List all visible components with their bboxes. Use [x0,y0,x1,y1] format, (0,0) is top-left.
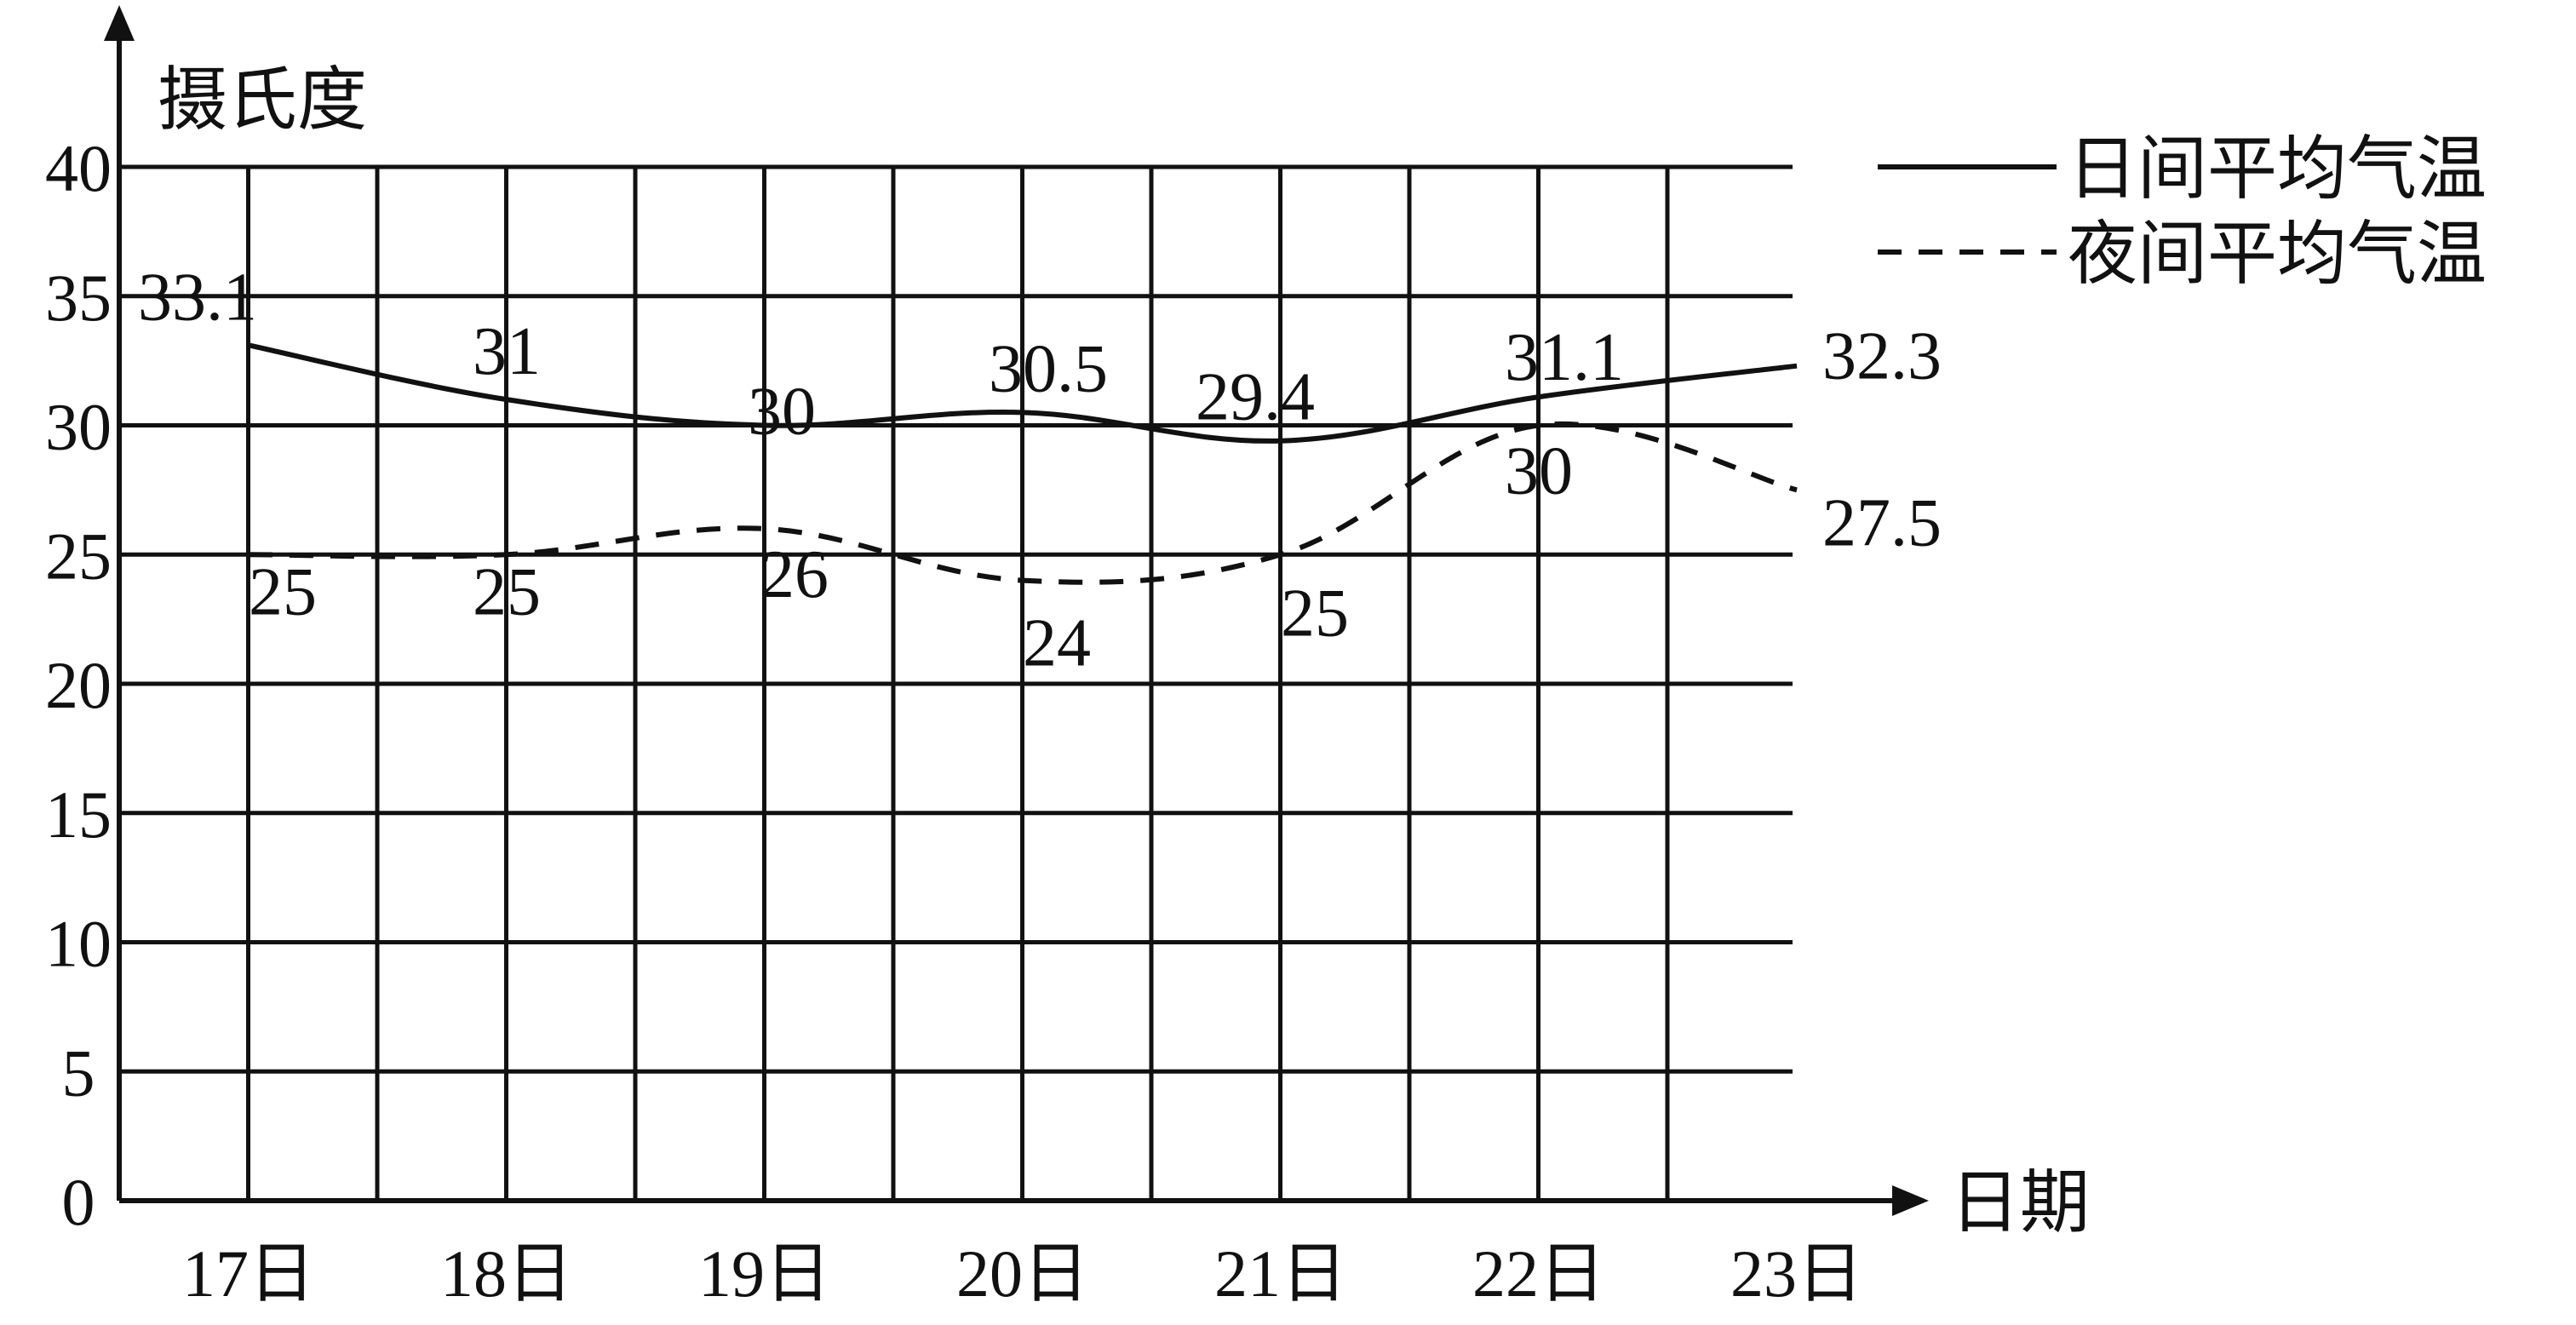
x-tick-label: 21日 [1214,1236,1347,1311]
data-label-day: 29.4 [1196,360,1315,435]
y-tick-label: 35 [45,261,112,335]
data-label-night: 30 [1505,434,1573,509]
x-axis-arrow [1892,1185,1929,1216]
axes [104,5,1929,1216]
legend: 日间平均气温 夜间平均气温 [1878,130,2487,293]
data-series [248,342,1798,585]
x-tick-label: 22日 [1472,1236,1605,1311]
y-tick-label: 15 [45,777,112,852]
data-label-night: 24 [1023,606,1091,681]
x-tick-label: 23日 [1730,1236,1863,1311]
data-label-day: 30 [748,375,816,450]
tick-labels: 0 5 10 15 20 25 30 35 40 17日 18日 19日 20日 21日 22日 23日 [45,131,1863,1311]
data-label-night: 25 [1281,576,1349,651]
data-label-night: 27.5 [1822,485,1942,560]
data-label-night: 26 [760,537,829,612]
y-tick-label: 40 [45,131,112,205]
data-label-day: 31.1 [1505,320,1624,395]
y-tick-label: 5 [62,1035,95,1110]
y-tick-label: 30 [45,390,112,464]
y-tick-label: 25 [45,519,112,593]
legend-label-night: 夜间平均气温 [2068,215,2487,293]
data-label-night: 25 [473,554,541,629]
data-label-day: 30.5 [989,331,1108,406]
x-axis-title: 日期 [1950,1164,2090,1242]
x-tick-label: 20日 [956,1236,1089,1311]
y-axis-title: 摄氏度 [158,61,367,139]
x-tick-label: 19日 [698,1236,831,1311]
data-label-night: 25 [249,554,317,629]
y-axis-arrow [104,5,135,41]
x-tick-label: 17日 [182,1236,315,1311]
series-line-day [248,342,1798,444]
legend-label-day: 日间平均气温 [2068,130,2487,208]
x-tick-label: 18日 [440,1236,573,1311]
y-tick-label: 0 [62,1165,95,1239]
series-line-night [248,421,1798,585]
data-labels: 33.1 31 30 30.5 29.4 31.1 32.3 25 25 26 24 25 30 27.5 [138,260,1942,680]
grid-lines [119,164,1793,1201]
y-tick-label: 10 [45,907,112,981]
y-tick-label: 20 [45,648,112,722]
data-label-day: 31 [473,314,541,389]
data-label-day: 32.3 [1822,319,1942,394]
data-label-day: 33.1 [138,260,257,335]
